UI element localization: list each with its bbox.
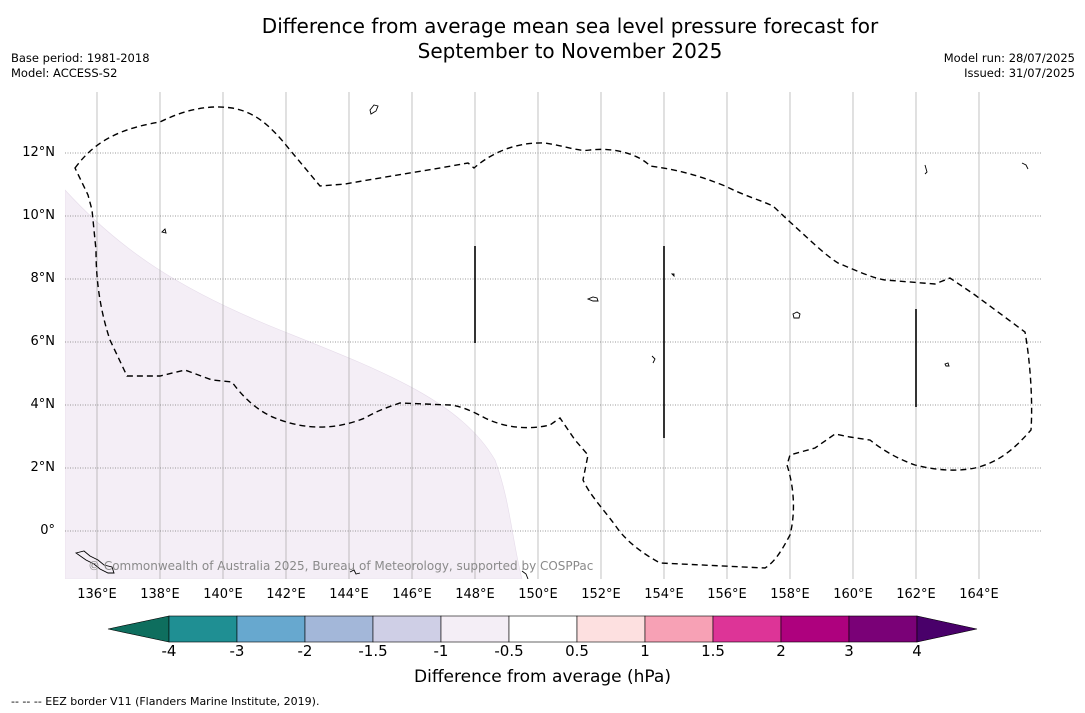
colorbar-tick-label: 2 [776,642,786,660]
lon-label-158e: 158°E [770,587,810,602]
meta-left: Base period: 1981-2018 Model: ACCESS-S2 [11,51,150,81]
lon-label-156e: 156°E [707,587,747,602]
lon-label-164e: 164°E [959,587,999,602]
lon-label-136e: 136°E [77,587,117,602]
island-outlines [74,104,1029,579]
eez-footnote: -- -- -- EEZ border V11 (Flanders Marine… [11,695,320,708]
colorbar-segment [304,615,374,643]
boundary-segments [474,246,917,438]
title-line-2: September to November 2025 [417,39,723,63]
model-run: Model run: 28/07/2025 [943,51,1075,65]
colorbar-title: Difference from average (hPa) [414,667,671,687]
colorbar-segment [440,615,510,643]
colorbar-tick-label: -4 [161,642,177,660]
lat-label-8n: 8°N [30,271,56,286]
lon-label-148e: 148°E [455,587,495,602]
colorbar-tick-label: 3 [844,642,854,660]
lat-label-2n: 2°N [30,460,56,475]
colorbar-segment [576,615,646,643]
colorbar-segment [508,615,578,643]
map-panel: © Commonwealth of Australia 2025, Bureau… [65,92,1042,579]
map-title: Difference from average mean sea level p… [0,14,1085,64]
colorbar-segment [168,615,238,643]
colorbar-tick-label: -2 [297,642,313,660]
lat-label-6n: 6°N [30,334,56,349]
anomaly-shaded-region [65,189,523,579]
colorbar-tick-label: 1 [640,642,650,660]
colorbar-tick-label: 1.5 [701,642,725,660]
copyright-notice: © Commonwealth of Australia 2025, Bureau… [88,559,593,573]
colorbar-segment [644,615,714,643]
title-line-1: Difference from average mean sea level p… [261,14,879,38]
colorbar-tick-label: 0.5 [565,642,589,660]
lon-label-138e: 138°E [140,587,180,602]
colorbar-extend-high [916,615,978,643]
model-name: Model: ACCESS-S2 [11,66,118,80]
lon-label-160e: 160°E [833,587,873,602]
lon-label-150e: 150°E [518,587,558,602]
colorbar-segment [236,615,306,643]
colorbar-segment [372,615,442,643]
lon-label-154e: 154°E [644,587,684,602]
meta-right: Model run: 28/07/2025 Issued: 31/07/2025 [944,51,1075,81]
colorbar-tick-label: -1 [433,642,449,660]
base-period: Base period: 1981-2018 [11,51,150,65]
colorbar [107,615,978,643]
lat-label-0: 0° [40,523,55,538]
colorbar-segment [712,615,782,643]
lon-label-152e: 152°E [581,587,621,602]
lat-label-4n: 4°N [30,397,56,412]
lat-label-10n: 10°N [22,208,55,223]
colorbar-tick-label: -1.5 [358,642,388,660]
lon-label-144e: 144°E [329,587,369,602]
issued-date: Issued: 31/07/2025 [964,66,1075,80]
colorbar-tick-label: -0.5 [494,642,524,660]
parallel-gridlines [65,152,1042,532]
colorbar-segment [848,615,918,643]
lon-label-162e: 162°E [896,587,936,602]
eez-border [74,106,1033,569]
colorbar-tick-label: -3 [229,642,245,660]
lon-label-142e: 142°E [266,587,306,602]
colorbar-extend-low [107,615,170,643]
colorbar-segment [780,615,850,643]
colorbar-tick-label: 4 [912,642,922,660]
lon-label-140e: 140°E [203,587,243,602]
lon-label-146e: 146°E [392,587,432,602]
lat-label-12n: 12°N [22,145,55,160]
